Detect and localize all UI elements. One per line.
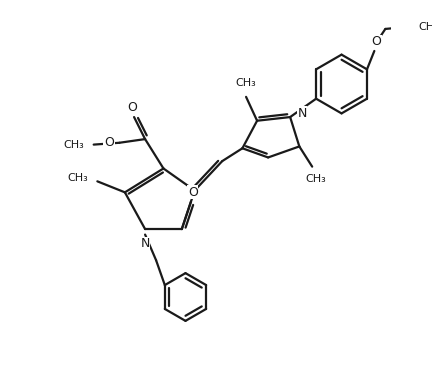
- Text: O: O: [188, 186, 198, 199]
- Text: CH₃: CH₃: [236, 78, 257, 88]
- Text: O: O: [127, 101, 137, 114]
- Text: O: O: [104, 136, 114, 149]
- Text: CH₃: CH₃: [419, 22, 432, 32]
- Text: CH₃: CH₃: [64, 139, 85, 149]
- Text: N: N: [298, 107, 307, 120]
- Text: N: N: [140, 237, 150, 250]
- Text: O: O: [371, 35, 381, 48]
- Text: CH₃: CH₃: [305, 174, 326, 184]
- Text: CH₃: CH₃: [67, 173, 88, 183]
